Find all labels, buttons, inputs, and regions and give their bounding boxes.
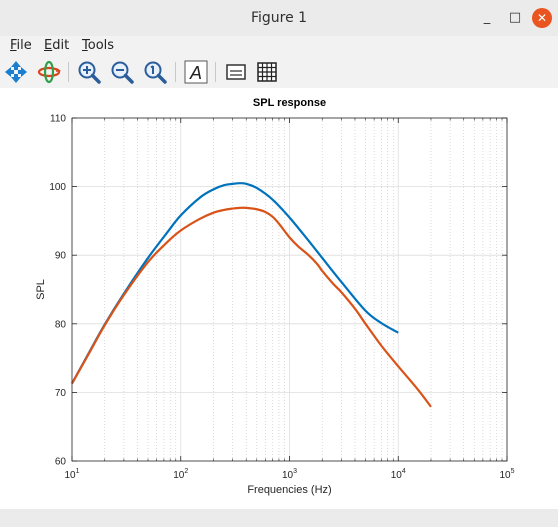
x-tick-label-exponent: 2 [184, 468, 188, 475]
x-tick-label-base: 10 [64, 470, 76, 481]
y-axis-label: SPL [35, 279, 47, 300]
menu-tools-mnemonic: T [82, 38, 88, 53]
chart-title: SPL response [253, 97, 326, 109]
menu-file-label: ile [16, 38, 32, 53]
y-tick-label: 70 [55, 388, 67, 399]
x-tick-label-exponent: 3 [293, 468, 297, 475]
x-tick-label-exponent: 5 [511, 468, 515, 475]
toolbar-separator [215, 62, 216, 82]
y-tick-label: 90 [55, 251, 67, 262]
close-button[interactable]: ✕ [532, 8, 552, 28]
x-tick-label-exponent: 1 [76, 468, 80, 475]
toolbar-separator [68, 62, 69, 82]
toolbar-separator [175, 62, 176, 82]
menu-tools[interactable]: Tools [82, 38, 114, 53]
x-tick-label-base: 10 [282, 470, 294, 481]
insert-text-button[interactable]: A [183, 59, 209, 85]
y-tick-label: 80 [55, 319, 67, 330]
pan-button[interactable] [3, 59, 29, 85]
zoom-out-icon [111, 61, 134, 84]
y-tick-label: 60 [55, 457, 67, 468]
x-axis-label: Frequencies (Hz) [247, 484, 331, 496]
zoom-out-button[interactable] [109, 59, 135, 85]
menu-file-mnemonic: F [10, 38, 17, 53]
x-tick-label-base: 10 [173, 470, 185, 481]
legend-button[interactable] [223, 59, 249, 85]
menu-file[interactable]: File [10, 38, 32, 53]
window-title: Figure 1 [250, 10, 308, 26]
y-tick-label: 110 [50, 114, 66, 125]
menu-edit[interactable]: Edit [44, 38, 69, 53]
zoom-in-button[interactable] [76, 59, 102, 85]
grid-icon [257, 62, 277, 82]
zoom-in-icon [78, 61, 101, 84]
title-bar: Figure 1 _ □ ✕ [0, 0, 558, 37]
maximize-button[interactable]: □ [508, 10, 522, 25]
series-line-2 [71, 206, 432, 408]
menu-bar: File Edit Tools [0, 36, 558, 58]
x-tick-label: 105 [499, 468, 514, 481]
toolbar: A [0, 58, 558, 86]
rotate-3d-button[interactable] [36, 59, 62, 85]
series-line-1 [71, 182, 399, 385]
pan-icon [5, 61, 27, 83]
menu-tools-label: ools [87, 38, 115, 53]
series-layer [71, 182, 432, 408]
status-bar [0, 509, 558, 527]
x-tick-label-exponent: 4 [402, 468, 406, 475]
insert-text-glyph: A [189, 63, 202, 83]
x-tick-label: 104 [391, 468, 406, 481]
zoom-reset-icon [144, 61, 167, 84]
menu-edit-label: dit [52, 38, 70, 53]
insert-text-icon: A [184, 60, 208, 84]
x-tick-label: 102 [173, 468, 188, 481]
x-tick-label: 103 [282, 468, 297, 481]
x-tick-label-base: 10 [391, 470, 403, 481]
x-tick-label-base: 10 [499, 470, 511, 481]
rotate-3d-icon [37, 60, 61, 84]
y-tick-label: 100 [49, 182, 66, 193]
grid-button[interactable] [254, 59, 280, 85]
figure-canvas: 101 102 103 104 105 60 70 80 90 100 110 SPL respon… [0, 88, 558, 509]
minimize-button[interactable]: _ [483, 10, 491, 25]
menu-edit-mnemonic: E [44, 38, 53, 53]
legend-icon [226, 64, 246, 80]
zoom-reset-button[interactable] [142, 59, 168, 85]
x-tick-label: 101 [64, 468, 79, 481]
